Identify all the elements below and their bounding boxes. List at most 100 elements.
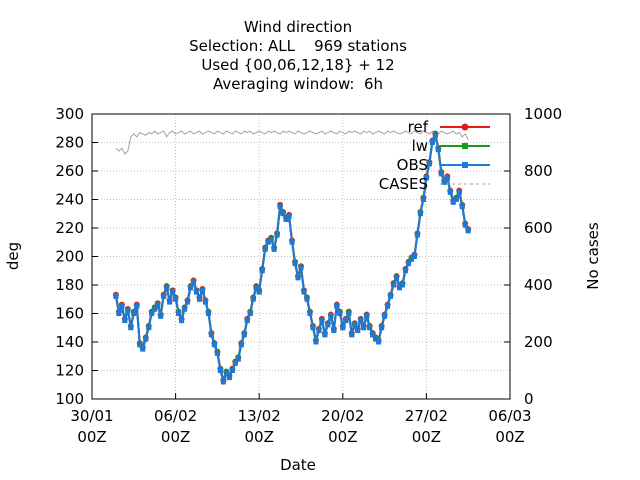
x-tick-label-hour: 00Z (77, 428, 106, 446)
obs-point (223, 370, 229, 376)
obs-point (414, 232, 420, 238)
obs-point (113, 293, 119, 299)
obs-point (149, 311, 155, 316)
obs-point (459, 204, 465, 210)
y2-tick-label: 0 (524, 390, 534, 408)
obs-point (232, 360, 238, 366)
obs-point (217, 368, 223, 373)
obs-point (328, 313, 334, 319)
obs-point (238, 342, 244, 348)
obs-point (456, 189, 462, 195)
obs-point (220, 379, 226, 385)
plot-frame (91, 113, 511, 400)
y2-axis-label: No cases (584, 222, 602, 290)
obs-point (262, 246, 268, 252)
obs-point (205, 311, 211, 316)
obs-point (280, 211, 286, 217)
obs-point (313, 339, 319, 345)
obs-point (450, 199, 456, 205)
obs-point (271, 246, 277, 252)
obs-point (304, 296, 310, 302)
legend-label: ref (408, 118, 429, 136)
title-line-3: Used {00,06,12,18} + 12 (201, 56, 394, 74)
obs-point (385, 303, 391, 309)
obs-point (244, 318, 250, 324)
y-tick-label: 260 (55, 162, 84, 180)
y-tick-label: 140 (55, 333, 84, 351)
obs-point (116, 311, 122, 316)
y-tick-label: 280 (55, 134, 84, 152)
series-cases (115, 130, 469, 155)
y-tick-label: 160 (55, 305, 84, 323)
obs-point (188, 285, 194, 291)
obs-point (373, 336, 379, 342)
obs-point (441, 179, 447, 185)
obs-point (370, 332, 376, 338)
obs-point (170, 289, 176, 295)
y-tick-label: 100 (55, 390, 84, 408)
obs-point (295, 275, 301, 281)
obs-point (408, 256, 414, 262)
x-tick-label-hour: 00Z (161, 428, 190, 446)
x-axis-label: Date (280, 456, 316, 474)
obs-point (131, 311, 137, 316)
obs-point (429, 140, 435, 145)
obs-point (438, 171, 444, 177)
chart-title: Wind direction Selection: ALL 969 statio… (189, 18, 407, 93)
obs-point (379, 325, 385, 331)
obs-point (277, 204, 283, 210)
obs-point (202, 299, 208, 305)
obs-point (417, 211, 423, 217)
x-tick-label-date: 30/01 (70, 407, 113, 425)
legend-label: CASES (379, 175, 428, 193)
obs-point (226, 375, 232, 381)
obs-point (199, 288, 205, 294)
y-tick-label: 240 (55, 191, 84, 209)
obs-point (394, 275, 400, 281)
y2-tick-label: 800 (524, 162, 553, 180)
obs-point (119, 303, 125, 309)
y2-tick-label: 1000 (524, 105, 562, 123)
obs-point (382, 313, 388, 319)
y-tick-label: 200 (55, 248, 84, 266)
y2-axis-ticks: 0 200 400 600 800 1000 (504, 105, 562, 408)
obs-point (420, 197, 426, 202)
x-axis-ticks: 30/01 00Z 06/02 00Z 13/02 00Z 20/02 00Z 27/02 00Z… (70, 393, 532, 446)
obs-point (134, 303, 140, 309)
obs-point (349, 332, 355, 338)
obs-point (289, 239, 295, 245)
obs-point (388, 293, 394, 299)
x-tick-label-date: 20/02 (321, 407, 364, 425)
obs-point (176, 311, 182, 316)
obs-point (343, 318, 349, 324)
obs-point (214, 350, 220, 356)
obs-point (355, 328, 361, 334)
obs-point (325, 322, 331, 328)
obs-point (358, 318, 364, 324)
obs-point (155, 302, 161, 308)
obs-point (361, 325, 367, 331)
obs-point (196, 296, 202, 302)
obs-point (256, 289, 262, 295)
obs-point (465, 228, 471, 234)
title-line-4: Averaging window: 6h (213, 75, 383, 93)
y2-tick-label: 600 (524, 219, 553, 237)
obs-point (250, 296, 256, 302)
obs-point (403, 268, 408, 274)
obs-point (447, 189, 453, 195)
obs-point (292, 261, 298, 267)
obs-point (310, 325, 316, 331)
obs-point (376, 339, 382, 345)
obs-point (367, 325, 373, 331)
x-tick-label-hour: 00Z (245, 428, 274, 446)
obs-point (173, 296, 179, 302)
obs-point (453, 197, 459, 202)
x-tick-label-date: 06/02 (154, 407, 197, 425)
x-tick-label-date: 13/02 (238, 407, 281, 425)
obs-point (331, 328, 337, 334)
x-tick-label-date: 27/02 (405, 407, 448, 425)
obs-point (411, 254, 417, 259)
x-tick-label-hour: 00Z (412, 428, 441, 446)
obs-point (161, 293, 167, 299)
x-tick-label-date: 06/03 (488, 407, 531, 425)
